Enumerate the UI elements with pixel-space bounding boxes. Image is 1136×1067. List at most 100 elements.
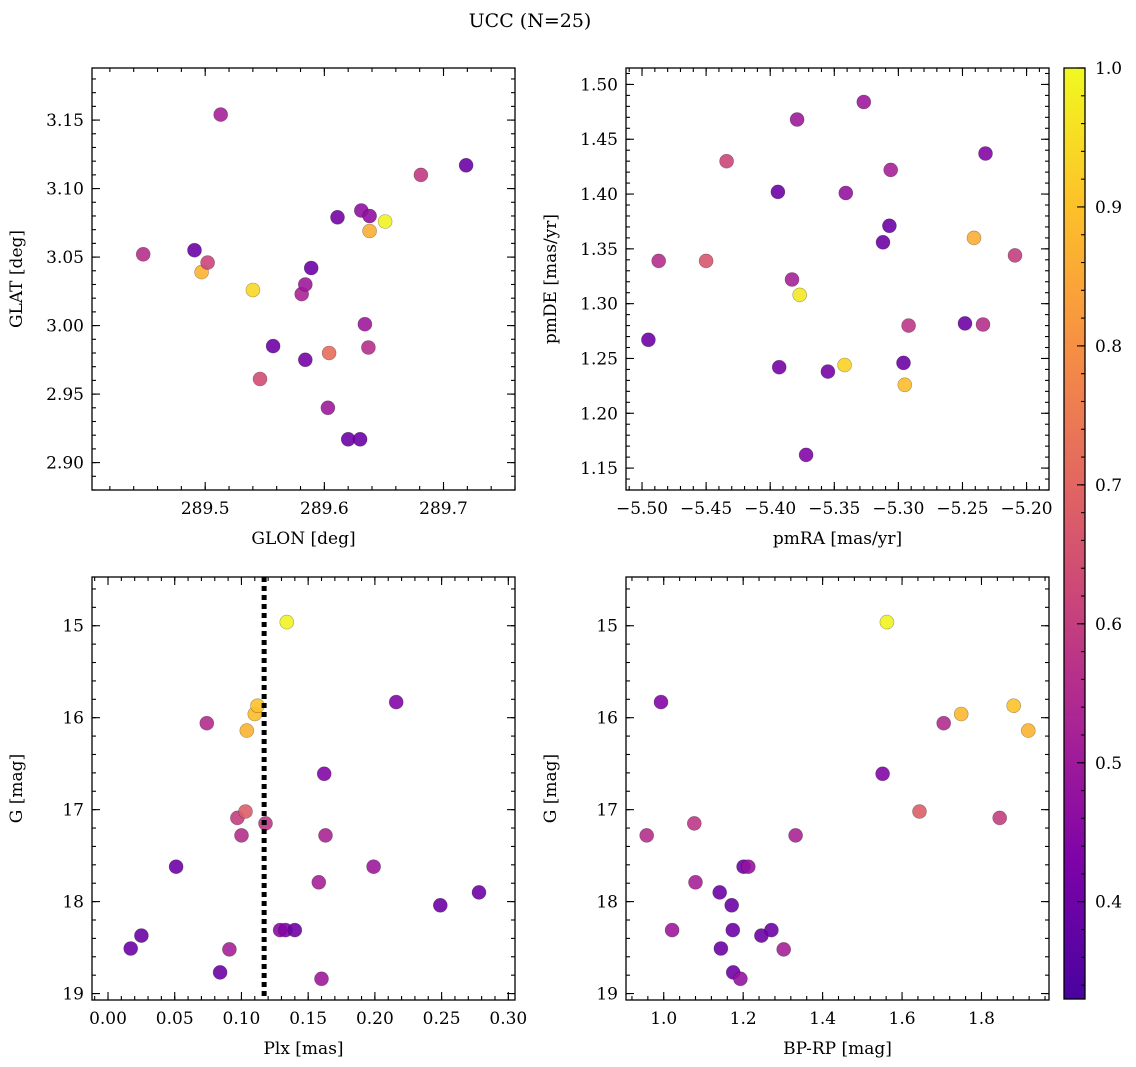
y-tick-label: 1.25 xyxy=(580,349,618,369)
colorbar-gradient xyxy=(1064,68,1085,999)
data-point xyxy=(135,247,151,262)
colorbar-tick-label: 0.8 xyxy=(1095,337,1122,357)
data-point xyxy=(320,400,336,416)
data-point xyxy=(686,816,702,831)
y-tick-label: 2.90 xyxy=(46,454,84,474)
data-point xyxy=(719,153,734,169)
data-point xyxy=(978,146,993,161)
y-tick-label: 1.35 xyxy=(580,240,618,260)
data-point xyxy=(239,723,255,738)
points xyxy=(641,94,1023,463)
data-point xyxy=(361,340,376,355)
colorbar-tick-label: 0.7 xyxy=(1095,476,1122,496)
data-point xyxy=(698,253,714,269)
y-tick-label: 1.30 xyxy=(580,295,618,315)
data-point xyxy=(798,447,814,463)
data-point xyxy=(784,272,800,287)
y-tick-label: 17 xyxy=(596,801,618,821)
data-point xyxy=(725,922,741,938)
scatter-panel-2: −5.50 −5.45 −5.40 −5.35 −5.30 −5.25 −5.20 1.15 1… xyxy=(541,67,1053,549)
colorbar: 0.4 0.5 0.6 0.7 0.8 0.9 1.0 xyxy=(1063,59,1122,1000)
colorbar-tick-label: 0.5 xyxy=(1095,754,1122,774)
data-point xyxy=(199,715,215,731)
data-point xyxy=(388,694,404,710)
x-tick-label: 1.8 xyxy=(968,1009,995,1029)
data-point xyxy=(330,210,345,225)
y-axis-label: G [mag] xyxy=(541,754,561,823)
y-tick-label: 18 xyxy=(62,893,84,913)
y-tick-label: 18 xyxy=(596,893,618,913)
x-tick-label: −5.35 xyxy=(808,499,860,519)
x-tick-label: 0.25 xyxy=(423,1009,461,1029)
data-point xyxy=(713,941,729,956)
data-point xyxy=(838,185,854,201)
y-axis-label: pmDE [mas/yr] xyxy=(541,214,561,344)
y-tick-label: 1.15 xyxy=(580,459,618,479)
data-point xyxy=(788,828,803,843)
axes-frame xyxy=(91,576,516,1001)
data-point xyxy=(966,230,982,246)
data-point xyxy=(297,352,313,368)
scatter-panel-3: 0.00 0.05 0.10 0.15 0.20 0.25 0.30 15 16 17 18 19 Pl… xyxy=(7,576,527,1059)
x-axis-label: BP-RP [mag] xyxy=(783,1039,892,1059)
x-tick-label: 0.30 xyxy=(489,1009,527,1029)
y-tick-label: 2.95 xyxy=(46,385,84,405)
x-tick-label: −5.45 xyxy=(680,499,732,519)
x-tick-label: 0.05 xyxy=(156,1009,194,1029)
data-point xyxy=(733,971,748,987)
x-tick-label: 0.15 xyxy=(289,1009,327,1029)
data-point xyxy=(975,317,991,332)
data-point xyxy=(901,318,916,333)
points xyxy=(135,107,474,447)
data-point xyxy=(639,828,655,843)
data-point xyxy=(740,859,756,875)
axes-frame xyxy=(91,67,516,491)
x-tick-label: 289.7 xyxy=(419,499,468,519)
x-tick-label: 0.20 xyxy=(356,1009,394,1029)
data-point xyxy=(352,431,368,447)
data-point xyxy=(471,885,487,900)
x-tick-label: 1.2 xyxy=(730,1009,757,1029)
data-point xyxy=(238,804,253,819)
data-point xyxy=(234,828,249,843)
scatter-panel-1: 289.5 289.6 289.7 2.90 2.95 3.00 3.05 3.10 3.15 G… xyxy=(7,67,516,549)
y-tick-label: 3.15 xyxy=(46,111,84,131)
data-point xyxy=(653,694,669,710)
data-point xyxy=(792,287,808,303)
data-point xyxy=(1007,248,1023,263)
data-point xyxy=(820,364,836,379)
data-point xyxy=(875,766,890,782)
data-point xyxy=(213,107,228,122)
data-point xyxy=(245,282,261,298)
data-point xyxy=(957,316,973,331)
x-tick-label: 0.10 xyxy=(223,1009,261,1029)
y-tick-label: 15 xyxy=(62,617,84,637)
points xyxy=(639,614,1036,987)
y-tick-label: 1.45 xyxy=(580,130,618,150)
data-point xyxy=(279,614,295,630)
data-point xyxy=(303,260,319,276)
data-point xyxy=(688,874,703,890)
y-axis-label: GLAT [deg] xyxy=(7,230,27,328)
x-tick-label: −5.40 xyxy=(744,499,796,519)
data-point xyxy=(883,162,899,178)
data-point xyxy=(212,965,228,980)
data-point xyxy=(1021,723,1036,738)
data-point xyxy=(651,253,667,269)
colorbar-tick-label: 1.0 xyxy=(1095,59,1122,79)
data-point xyxy=(936,715,952,731)
data-point xyxy=(318,828,333,843)
scatter-panel-4: 1.0 1.2 1.4 1.6 1.8 15 16 17 18 19 BP-RP [mag] G [m… xyxy=(541,576,1050,1059)
data-point xyxy=(316,766,332,782)
data-point xyxy=(764,922,779,938)
data-point xyxy=(314,971,329,987)
y-tick-label: 17 xyxy=(62,801,84,821)
x-tick-label: 1.6 xyxy=(889,1009,916,1029)
data-point xyxy=(897,377,913,393)
data-point xyxy=(789,112,805,127)
data-point xyxy=(366,859,381,875)
x-axis-label: GLON [deg] xyxy=(251,529,355,549)
data-point xyxy=(357,316,373,332)
panels: 289.5 289.6 289.7 2.90 2.95 3.00 3.05 3.10 3.15 G… xyxy=(7,67,1053,1059)
